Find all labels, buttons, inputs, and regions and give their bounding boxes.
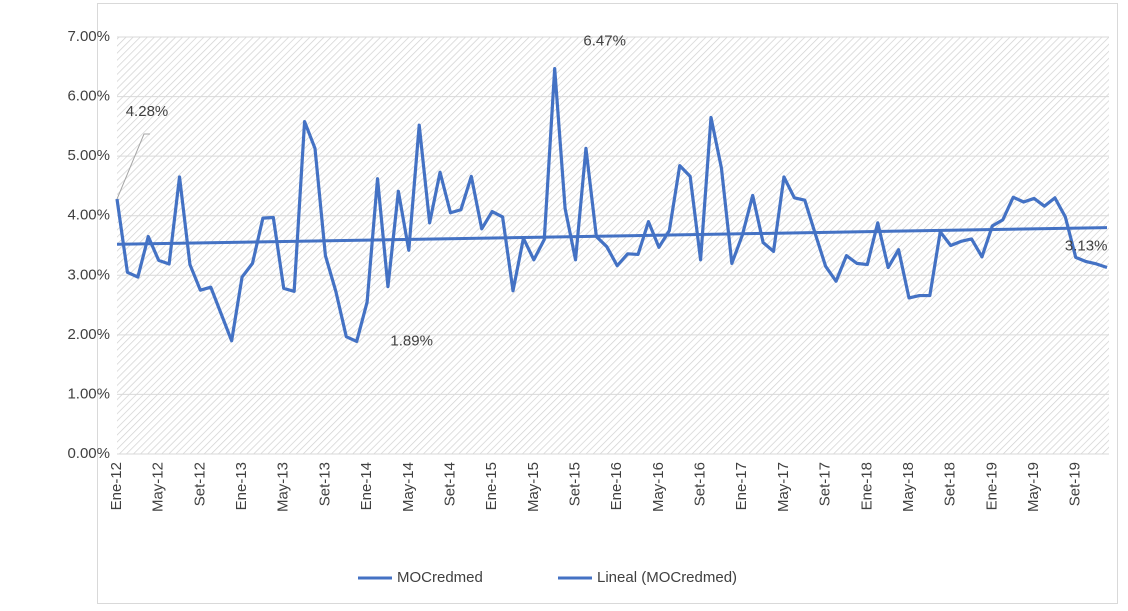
x-tick-label: Ene-18 (858, 462, 875, 510)
x-tick-label: May-15 (525, 462, 542, 512)
y-tick-label: 0.00% (67, 445, 110, 462)
x-tick-label: Set-19 (1067, 462, 1084, 506)
y-tick-label: 6.00% (67, 88, 110, 105)
x-tick-label: May-17 (775, 462, 792, 512)
x-tick-label: Set-16 (692, 462, 709, 506)
x-tick-label: Set-13 (316, 462, 333, 506)
plot-area (117, 37, 1109, 454)
y-tick-label: 2.00% (67, 326, 110, 343)
legend-label: MOCredmed (397, 569, 483, 586)
data-line (115, 66, 1108, 344)
y-tick-label: 4.00% (67, 207, 110, 224)
x-tick-label: May-19 (1025, 462, 1042, 512)
data-label: 3.13% (1065, 238, 1108, 255)
x-tick-label: Ene-13 (233, 462, 250, 510)
leader-line (116, 133, 150, 200)
data-label: 6.47% (583, 33, 626, 50)
x-tick-label: May-12 (150, 462, 167, 512)
x-tick-label: Set-14 (441, 462, 458, 506)
y-tick-label: 5.00% (67, 147, 110, 164)
x-tick-label: Set-17 (817, 462, 834, 506)
x-tick-label: Set-15 (566, 462, 583, 506)
x-tick-label: Ene-19 (983, 462, 1000, 510)
x-tick-label: Ene-14 (358, 462, 375, 510)
x-tick-label: Ene-15 (483, 462, 500, 510)
x-tick-label: Ene-17 (733, 462, 750, 510)
y-tick-label: 7.00% (67, 28, 110, 45)
x-tick-label: Set-12 (191, 462, 208, 506)
x-tick-label: May-14 (400, 462, 417, 512)
x-tick-label: May-16 (650, 462, 667, 512)
x-tick-label: Ene-16 (608, 462, 625, 510)
data-label: 1.89% (390, 332, 433, 349)
y-tick-label: 3.00% (67, 266, 110, 283)
data-label: 4.28% (126, 103, 169, 120)
y-tick-label: 1.00% (67, 385, 110, 402)
x-tick-label: Ene-12 (108, 462, 125, 510)
x-tick-label: May-18 (900, 462, 917, 512)
legend-label: Lineal (MOCredmed) (597, 569, 737, 586)
x-tick-label: May-13 (275, 462, 292, 512)
trendline (116, 226, 1108, 246)
x-tick-label: Set-18 (942, 462, 959, 506)
